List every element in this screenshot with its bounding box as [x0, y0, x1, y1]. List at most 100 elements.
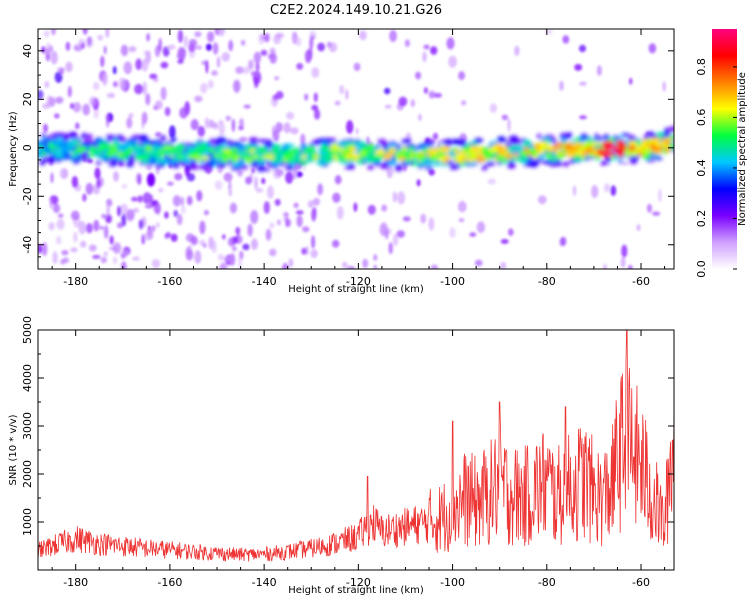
- band-blob: [383, 153, 392, 160]
- chart-title: C2E2.2024.149.10.21.G26: [270, 3, 442, 18]
- noise-blob: [167, 181, 174, 186]
- noise-blob: [629, 77, 633, 85]
- noise-blob: [50, 172, 54, 184]
- noise-blob: [353, 202, 358, 212]
- snr-x-tick-label: -180: [63, 576, 88, 589]
- snr-y-tick-label: 4000: [21, 364, 34, 392]
- noise-blob: [610, 185, 617, 197]
- band-blob: [399, 149, 406, 155]
- noise-blob: [121, 261, 127, 269]
- noise-blob: [207, 80, 214, 89]
- snr-x-tick-label: -60: [632, 576, 650, 589]
- noise-blob: [254, 176, 258, 190]
- band-blob: [527, 148, 538, 154]
- noise-blob: [432, 132, 439, 140]
- band-blob: [657, 156, 663, 161]
- noise-blob: [275, 122, 283, 133]
- noise-blob: [362, 258, 369, 269]
- noise-blob: [218, 121, 225, 136]
- band-blob: [222, 140, 229, 144]
- noise-blob: [418, 113, 422, 122]
- noise-blob: [596, 65, 602, 76]
- noise-blob: [276, 219, 281, 226]
- spectrogram-y-tick-label: 20: [21, 92, 34, 106]
- noise-blob: [290, 127, 299, 135]
- noise-blob: [103, 45, 107, 55]
- band-blob: [388, 150, 395, 156]
- band-blob: [563, 142, 568, 146]
- noise-blob: [106, 204, 110, 217]
- band-blob: [272, 146, 278, 152]
- band-blob: [207, 159, 216, 166]
- band-blob: [471, 153, 478, 159]
- band-blob: [209, 138, 217, 142]
- spectrogram-x-tick-label: -100: [440, 275, 465, 288]
- noise-blob: [449, 227, 456, 238]
- band-blob: [151, 146, 162, 151]
- noise-blob: [221, 52, 230, 62]
- band-blob: [418, 154, 427, 162]
- band-blob: [495, 155, 505, 161]
- band-blob: [555, 152, 565, 160]
- colorbar-ticks: 0.0 0.2 0.4 0.6 0.8: [695, 58, 737, 278]
- colorbar-tick-label: 0.2: [695, 210, 708, 228]
- noise-blob: [662, 81, 666, 92]
- band-blob: [153, 153, 161, 159]
- band-blob: [124, 149, 132, 156]
- spectrogram-y-tick-label: -20: [21, 187, 34, 205]
- noise-blob: [43, 123, 48, 133]
- band-blob: [601, 142, 610, 148]
- spectrogram-y-axis-label: Frequency (Hz): [8, 111, 19, 187]
- noise-blob: [204, 117, 210, 129]
- band-blob: [669, 126, 674, 133]
- noise-blob: [56, 218, 65, 230]
- band-blob: [618, 147, 627, 154]
- noise-blob: [99, 225, 105, 230]
- noise-blob: [398, 96, 408, 107]
- noise-blob: [199, 220, 206, 235]
- band-blob: [545, 153, 554, 159]
- band-blob: [652, 148, 663, 154]
- band-blob: [277, 148, 284, 156]
- snr-x-tick-label: -120: [346, 576, 371, 589]
- noise-blob: [285, 218, 289, 228]
- band-blob: [428, 155, 434, 162]
- noise-blob: [448, 55, 457, 68]
- noise-blob: [301, 247, 307, 255]
- band-blob: [541, 160, 547, 164]
- noise-blob: [296, 62, 304, 70]
- noise-blob: [194, 45, 203, 50]
- band-blob: [619, 142, 625, 149]
- band-blob: [138, 154, 144, 161]
- noise-blob: [208, 236, 215, 250]
- noise-blob: [353, 62, 361, 72]
- band-blob: [534, 143, 540, 150]
- noise-blob: [264, 32, 270, 43]
- noise-blob: [97, 34, 104, 41]
- noise-blob: [158, 187, 164, 193]
- band-blob: [43, 142, 48, 149]
- snr-y-tick-label: 3000: [21, 412, 34, 440]
- band-blob: [665, 147, 671, 153]
- noise-blob: [342, 261, 348, 269]
- noise-blob: [560, 236, 567, 246]
- band-blob: [228, 139, 233, 147]
- noise-blob: [346, 120, 354, 134]
- band-blob: [418, 143, 428, 149]
- noise-blob: [233, 79, 241, 93]
- noise-blob: [194, 250, 202, 264]
- noise-blob: [52, 203, 61, 213]
- noise-blob: [167, 44, 176, 50]
- band-blob: [302, 154, 307, 160]
- noise-blob: [430, 264, 438, 269]
- band-blob: [219, 154, 226, 159]
- band-blob: [434, 147, 443, 153]
- band-blob: [651, 144, 656, 151]
- noise-blob: [251, 238, 258, 250]
- noise-blob: [85, 182, 94, 195]
- noise-blob: [212, 42, 219, 55]
- noise-blob: [80, 240, 87, 248]
- noise-blob: [273, 129, 280, 142]
- noise-blob: [102, 73, 108, 86]
- noise-blob: [304, 49, 312, 64]
